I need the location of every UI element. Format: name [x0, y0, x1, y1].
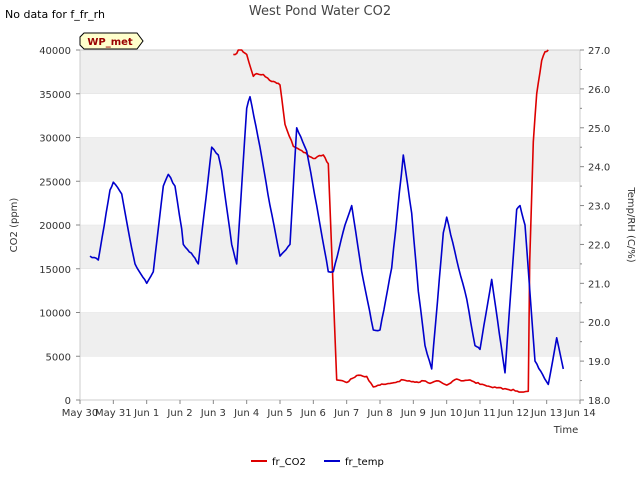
x-tick-label: Jun 1 — [133, 408, 159, 419]
y2-tick-label: 21.0 — [588, 279, 610, 290]
y2-tick-label: 19.0 — [588, 357, 610, 368]
site-badge-shape — [79, 32, 144, 50]
x-tick-label: May 31 — [95, 408, 132, 419]
legend-label-temp: fr_temp — [345, 457, 384, 468]
y-tick-label: 30000 — [39, 134, 71, 145]
grid-band — [80, 225, 580, 269]
site-badge: WP_met — [79, 32, 144, 50]
site-badge-label: WP_met — [87, 37, 133, 48]
x-tick-label: Jun 9 — [400, 408, 426, 419]
grid-band — [80, 50, 580, 94]
y-axis-label: CO2 (ppm) — [9, 198, 20, 253]
x-tick-label: Jun 12 — [497, 408, 530, 419]
x-tick-label: Jun 2 — [166, 408, 192, 419]
legend: fr_CO2 fr_temp — [251, 457, 384, 468]
y2-tick-label: 18.0 — [588, 396, 610, 407]
x-axis-label: Time — [553, 425, 578, 436]
legend-label-co2: fr_CO2 — [272, 457, 306, 468]
grid-band — [80, 137, 580, 182]
fr_temp-line — [89, 95, 565, 386]
x-tick-label: Jun 14 — [563, 408, 596, 419]
x-tick-label: Jun 10 — [430, 408, 463, 419]
grid-band — [80, 312, 580, 357]
x-tick-label: Jun 11 — [463, 408, 496, 419]
fr_CO2-line — [233, 49, 549, 393]
x-tick-label: Jun 4 — [233, 408, 259, 419]
series-lines — [89, 49, 565, 393]
y-tick-label: 35000 — [39, 90, 71, 101]
x-tick-label: Jun 3 — [200, 408, 226, 419]
x-tick-label: Jun 7 — [333, 408, 359, 419]
x-tick-label: Jun 5 — [266, 408, 292, 419]
no-data-note: No data for f_fr_rh — [5, 8, 105, 21]
x-tick-label: Jun 6 — [300, 408, 326, 419]
y2-tick-label: 22.0 — [588, 240, 610, 251]
y2-tick-label: 23.0 — [588, 202, 610, 213]
x-tick-label: May 30 — [62, 408, 99, 419]
x-tick-label: Jun 13 — [530, 408, 563, 419]
y-tick-label: 0 — [65, 396, 71, 407]
y-tick-label: 25000 — [39, 177, 71, 188]
y2-axis-label: Temp/RH (C/%) — [625, 186, 636, 262]
left-axis-ticks: 0 5000 10000 15000 20000 25000 30000 35000 40000 — [39, 46, 80, 407]
y-tick-label: 15000 — [39, 265, 71, 276]
y2-tick-label: 27.0 — [588, 46, 610, 57]
right-axis-ticks: 18.0 19.0 20.0 21.0 22.0 23.0 24.0 25.0 26.0 27.0 — [580, 46, 610, 407]
y-tick-label: 10000 — [39, 309, 71, 320]
y2-tick-label: 25.0 — [588, 124, 610, 135]
y2-tick-label: 26.0 — [588, 85, 610, 96]
x-tick-label: Jun 8 — [366, 408, 392, 419]
y2-tick-label: 24.0 — [588, 163, 610, 174]
y-tick-label: 20000 — [39, 221, 71, 232]
y-tick-label: 5000 — [46, 352, 71, 363]
y-tick-label: 40000 — [39, 46, 71, 57]
y2-tick-label: 20.0 — [588, 318, 610, 329]
chart-title: West Pond Water CO2 — [249, 4, 391, 19]
